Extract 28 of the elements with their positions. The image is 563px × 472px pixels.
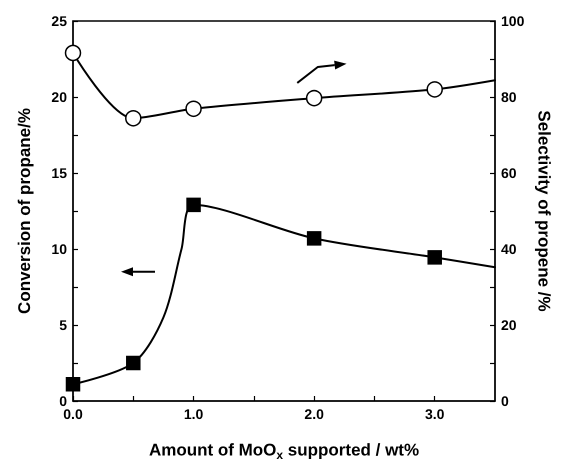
y2-tick-label: 40 xyxy=(501,241,517,257)
point xyxy=(426,81,443,98)
y2-tick-label: 0 xyxy=(501,393,509,409)
point xyxy=(306,231,322,246)
point xyxy=(126,356,141,370)
x-tick-label: 3.0 xyxy=(424,406,445,422)
x-tick-label: 2.0 xyxy=(304,406,324,422)
y-tick-label: 15 xyxy=(51,165,68,181)
y-tick-label: 20 xyxy=(51,89,68,105)
point xyxy=(64,44,82,62)
y2-tick-label: 60 xyxy=(501,165,517,181)
point xyxy=(427,250,442,265)
x-tick-label: 0.0 xyxy=(63,406,83,422)
y2-tick-label: 80 xyxy=(501,89,517,105)
y2-axis-title: Selectivity of propene /% xyxy=(534,110,554,312)
y-tick-label: 10 xyxy=(51,241,68,257)
y2-tick-label: 20 xyxy=(501,317,517,333)
point xyxy=(125,110,142,127)
point xyxy=(185,100,202,118)
point xyxy=(306,90,322,106)
y-tick-label: 25 xyxy=(51,13,68,29)
y-tick-label: 0 xyxy=(59,393,68,409)
y-axis-title: Conversion of propane/% xyxy=(15,108,34,314)
point xyxy=(66,377,80,392)
y2-tick-label: 100 xyxy=(501,13,525,29)
y-tick-label: 5 xyxy=(59,317,68,333)
point xyxy=(186,198,201,212)
x-tick-label: 1.0 xyxy=(184,406,204,422)
